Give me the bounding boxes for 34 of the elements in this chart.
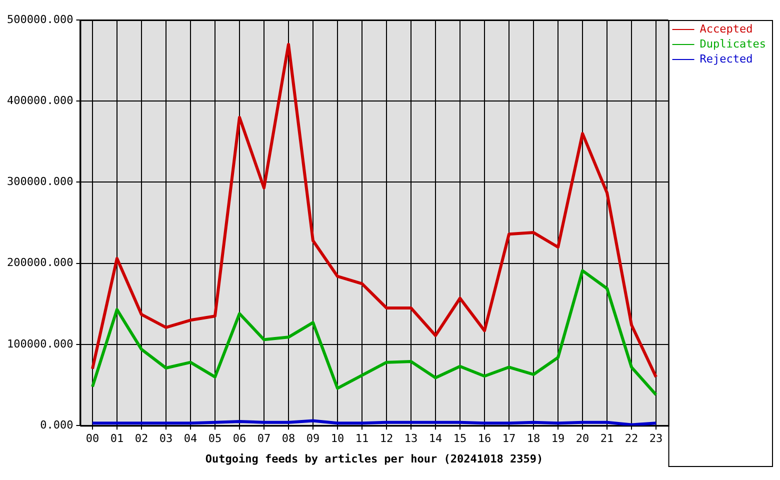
x-tick-label: 16 xyxy=(478,432,492,446)
y-tick-label: 500000.000 xyxy=(6,12,74,26)
x-tick-label: 20 xyxy=(576,432,590,446)
legend-label: Rejected xyxy=(700,52,753,66)
x-tick-label: 15 xyxy=(453,432,467,446)
x-tick-label: 03 xyxy=(159,432,173,446)
x-tick-label: 23 xyxy=(649,432,663,446)
x-tick-label: 07 xyxy=(257,432,271,446)
y-tick-label: 200000.000 xyxy=(6,256,74,270)
x-tick-label: 09 xyxy=(306,432,320,446)
x-tick-label: 22 xyxy=(624,432,638,446)
x-tick-label: 04 xyxy=(184,432,198,446)
x-axis-title: Outgoing feeds by articles per hour (20241018 2359) xyxy=(205,452,544,466)
x-tick-label: 08 xyxy=(282,432,296,446)
y-tick-label: 400000.000 xyxy=(6,94,74,107)
legend-label: Accepted xyxy=(700,22,753,36)
x-tick-label: 21 xyxy=(600,432,614,446)
x-tick-label: 00 xyxy=(86,432,100,446)
y-tick-label: 0.000 xyxy=(40,418,74,432)
x-tick-label: 06 xyxy=(232,432,246,446)
x-tick-label: 11 xyxy=(355,432,369,446)
x-tick-label: 18 xyxy=(526,432,540,446)
x-tick-label: 13 xyxy=(404,432,418,446)
x-tick-label: 10 xyxy=(330,432,344,446)
x-tick-label: 14 xyxy=(428,432,443,446)
legend-label: Duplicates xyxy=(700,37,766,50)
y-tick-label: 100000.000 xyxy=(6,337,74,350)
y-tick-label: 300000.000 xyxy=(6,175,74,188)
x-tick-label: 01 xyxy=(110,432,124,446)
x-tick-label: 05 xyxy=(208,432,222,446)
x-tick-label: 12 xyxy=(380,432,394,446)
x-tick-label: 02 xyxy=(134,432,148,446)
x-tick-label: 17 xyxy=(502,432,516,446)
x-tick-label: 19 xyxy=(551,432,565,446)
